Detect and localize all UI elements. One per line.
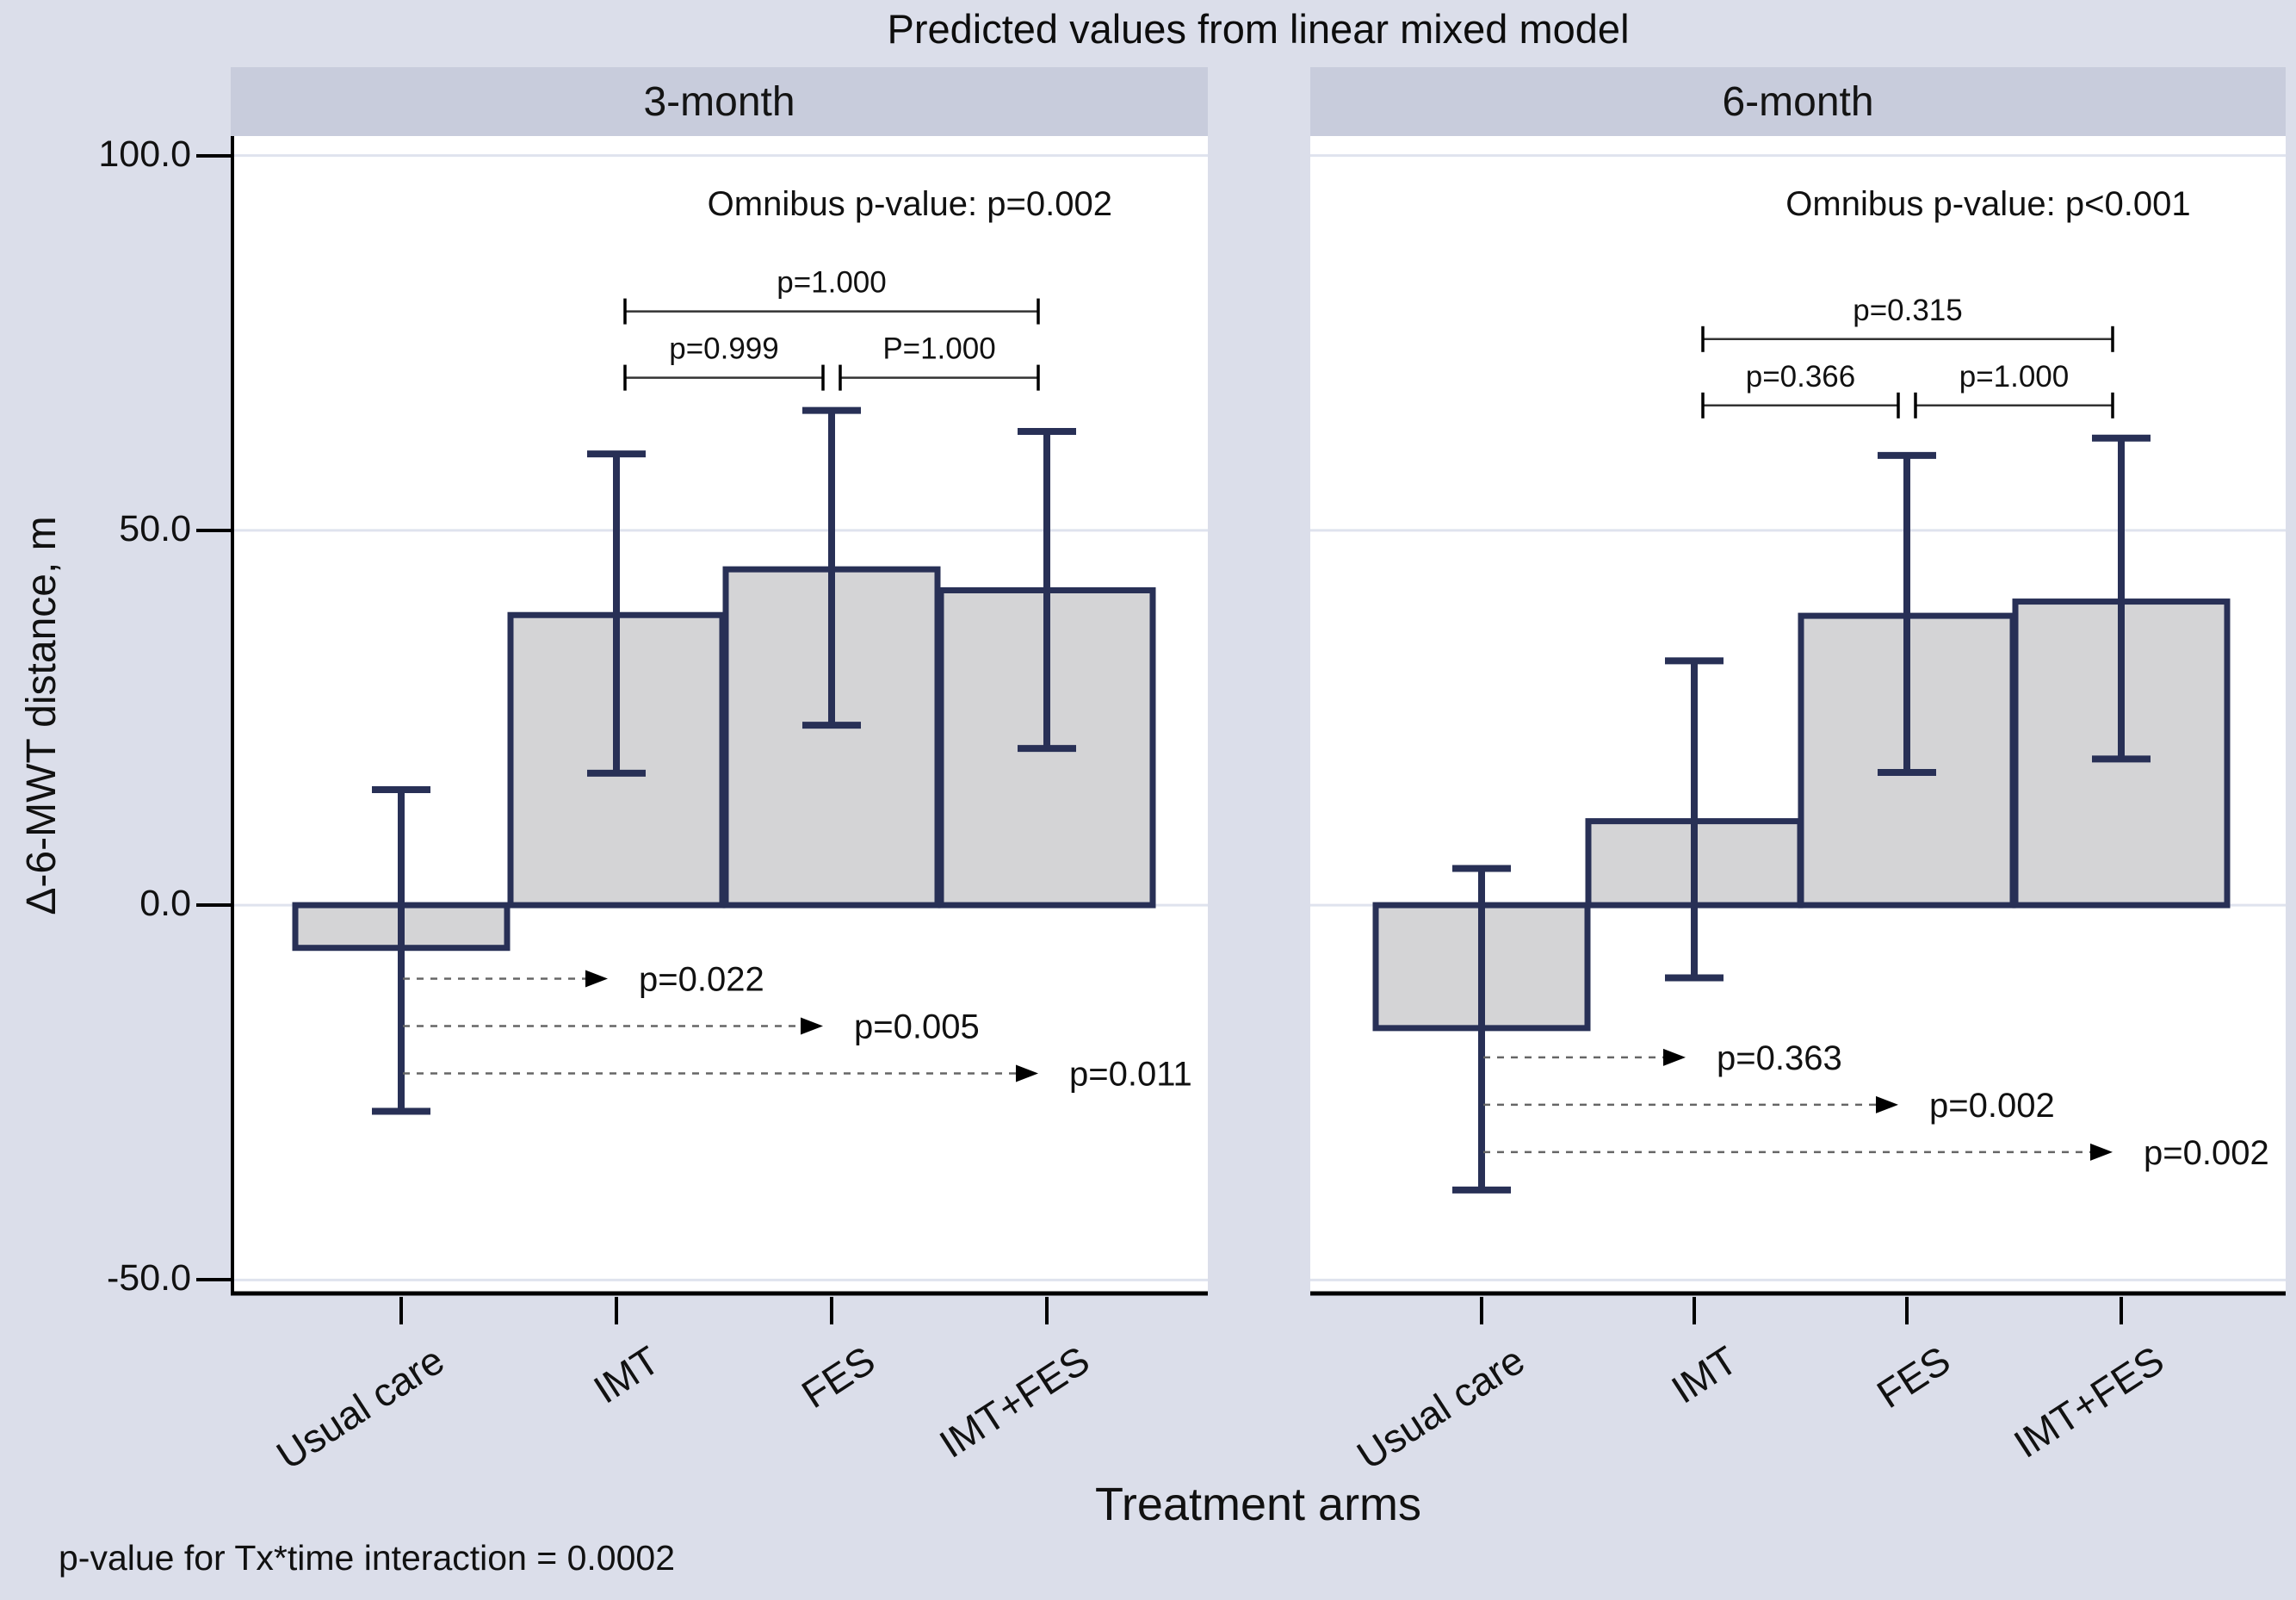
bracket-6-month-imt-vs-fes-label: p=0.366 [1746, 360, 1856, 394]
bracket-3-month-imt-vs-fes-label: p=0.999 [669, 332, 779, 366]
panel-header-6-month: 6-month [1310, 67, 2286, 136]
plot-6-month: Omnibus p-value: p<0.001 p=0.315 p=0.366 p=… [1310, 136, 2286, 1324]
plot-3-month: Omnibus p-value: p=0.002 p=1.000 p=0.999 P=… [231, 136, 1208, 1324]
y-tick-label-50: 50.0 [119, 507, 191, 549]
panel-title-3-month: 3-month [643, 78, 795, 125]
arrow-6-month-usual-care-vs-imt-head [1663, 1048, 1686, 1066]
y-tick-mark--50 [196, 1278, 231, 1282]
arrow-3-month-usual-care-vs-imt-head [585, 970, 608, 988]
x-tick-label-3-month-fes: FES [793, 1336, 882, 1417]
x-axis-title: Treatment arms [1094, 1479, 1422, 1530]
arrow-3-month-usual-care-vs-fes-head [801, 1017, 823, 1035]
y-tick-label-0: 0.0 [139, 883, 191, 925]
arrow-3-month-usual-care-vs-imt-fes-label: p=0.011 [1069, 1055, 1192, 1093]
arrow-6-month-usual-care-vs-fes-label: p=0.002 [1929, 1087, 2055, 1125]
arrow-6-month-usual-care-vs-imt-label: p=0.363 [1717, 1039, 1842, 1077]
arrow-6-month-usual-care-vs-imt-fes-head [2090, 1143, 2113, 1161]
interaction-pvalue-footnote: p-value for Tx*time interaction = 0.0002 [59, 1538, 675, 1578]
y-tick-mark-0 [196, 903, 231, 908]
y-tick-mark-50 [196, 528, 231, 532]
arrow-3-month-usual-care-vs-imt-fes-head [1016, 1064, 1038, 1082]
arrow-3-month-usual-care-vs-fes-label: p=0.005 [854, 1008, 980, 1045]
y-tick-label--50: -50.0 [106, 1257, 191, 1299]
x-tick-label-3-month-imt: IMT [585, 1336, 667, 1412]
omnibus-pvalue-3-month: Omnibus p-value: p=0.002 [708, 185, 1112, 223]
arrow-3-month-usual-care-vs-imt-label: p=0.022 [639, 960, 764, 998]
x-tick-label-6-month-imt-fes: IMT+FES [2006, 1336, 2172, 1467]
y-axis-title: Δ-6-MWT distance, m [19, 516, 65, 915]
x-tick-label-3-month-imt-fes: IMT+FES [931, 1336, 1098, 1467]
x-tick-label-6-month-usual-care: Usual care [1349, 1336, 1532, 1479]
bracket-3-month-imt-vs-imt-fes-label: p=1.000 [777, 266, 887, 300]
bracket-6-month-imt-vs-imt-fes-label: p=0.315 [1853, 294, 1963, 327]
omnibus-pvalue-6-month: Omnibus p-value: p<0.001 [1785, 185, 2190, 223]
x-tick-label-3-month-usual-care: Usual care [269, 1336, 452, 1479]
y-tick-mark-100 [196, 153, 231, 158]
bracket-6-month-fes-vs-imt-fes-label: p=1.000 [1959, 360, 2070, 394]
x-tick-label-6-month-imt: IMT [1663, 1336, 1745, 1412]
panel-title-6-month: 6-month [1722, 78, 1874, 125]
arrow-6-month-usual-care-vs-imt-fes-label: p=0.002 [2144, 1134, 2269, 1172]
x-tick-label-6-month-fes: FES [1868, 1336, 1958, 1417]
panel-header-3-month: 3-month [231, 67, 1208, 136]
bracket-3-month-fes-vs-imt-fes-label: P=1.000 [882, 332, 995, 366]
figure-title: Predicted values from linear mixed model [887, 6, 1630, 52]
arrow-6-month-usual-care-vs-fes-head [1876, 1095, 1898, 1113]
y-tick-label-100: 100.0 [98, 133, 191, 175]
